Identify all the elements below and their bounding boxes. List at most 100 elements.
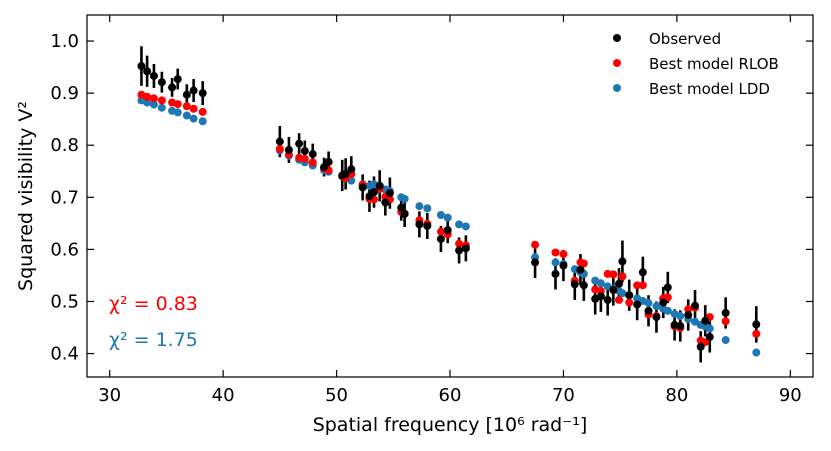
observed-point: [385, 189, 394, 198]
observed-point: [691, 301, 700, 310]
observed-point: [596, 292, 605, 301]
chi2-ldd-annotation: χ² = 1.75: [109, 329, 198, 351]
observed-point: [684, 311, 693, 320]
chi2-rlob-annotation: χ² = 0.83: [109, 293, 198, 315]
ldd-point: [198, 117, 207, 126]
observed-point: [701, 316, 710, 325]
ldd-point: [752, 348, 761, 357]
axis-ticks: 30 40 50 60 70 80 90 0.4 0.5 0.6 0.7 0.8 0.9 1.0: [50, 15, 813, 406]
ldd-point: [705, 324, 714, 333]
ldd-points: [137, 96, 761, 357]
rlob-point: [455, 239, 464, 248]
legend: Observed Best model RLOB Best model LDD: [613, 30, 779, 98]
rlob-point: [663, 293, 672, 302]
legend-label-ldd: Best model LDD: [649, 80, 770, 98]
observed-point: [603, 295, 612, 304]
ldd-point: [182, 111, 191, 120]
observed-point: [676, 321, 685, 330]
observed-point: [182, 90, 191, 99]
rlob-point: [752, 329, 761, 338]
rlob-point: [300, 154, 309, 163]
rlob-point: [275, 144, 284, 153]
observed-point: [625, 291, 634, 300]
ldd-point: [551, 258, 560, 267]
y-tick-label: 0.8: [50, 135, 79, 156]
observed-point: [284, 145, 293, 154]
x-tick-label: 30: [98, 385, 121, 406]
observed-point: [358, 183, 367, 192]
rlob-point: [609, 270, 618, 279]
observed-point: [173, 75, 182, 84]
x-tick-label: 70: [552, 385, 575, 406]
x-tick-label: 40: [212, 385, 235, 406]
observed-point: [443, 226, 452, 235]
observed-point: [436, 234, 445, 243]
ldd-point: [721, 336, 730, 345]
observed-point: [324, 157, 333, 166]
rlob-point: [189, 104, 198, 113]
ldd-point: [618, 289, 627, 298]
ldd-point: [189, 114, 198, 123]
observed-point: [551, 269, 560, 278]
y-tick-label: 0.4: [50, 344, 79, 365]
rlob-point: [198, 107, 207, 116]
observed-point: [275, 137, 284, 146]
legend-label-observed: Observed: [649, 30, 721, 48]
observed-point: [369, 188, 378, 197]
ldd-point: [143, 98, 152, 107]
observed-point: [347, 165, 356, 174]
y-axis-label: Squared visibility V²: [15, 101, 37, 291]
observed-point: [157, 78, 166, 87]
plot-area: [87, 15, 813, 377]
rlob-point: [559, 250, 568, 259]
observed-point: [149, 71, 158, 80]
observed-point: [320, 163, 329, 172]
observed-point: [570, 280, 579, 289]
observed-point: [705, 332, 714, 341]
rlob-point: [531, 240, 540, 249]
observed-point: [397, 203, 406, 212]
observed-point: [295, 139, 304, 148]
rlob-point: [721, 317, 730, 326]
observed-point: [609, 286, 618, 295]
observed-point: [137, 62, 146, 71]
y-tick-label: 0.6: [50, 239, 79, 260]
observed-point: [615, 279, 624, 288]
observed-point: [461, 244, 470, 253]
rlob-point: [684, 305, 693, 314]
rlob-point: [143, 92, 152, 101]
plot-frame: [86, 14, 814, 378]
ldd-point: [596, 279, 605, 288]
ldd-point: [149, 100, 158, 109]
observed-point: [576, 265, 585, 274]
rlob-point: [633, 281, 642, 290]
observed-point: [638, 268, 647, 277]
ldd-point: [423, 204, 432, 213]
observed-point: [696, 342, 705, 351]
observed-point: [400, 209, 409, 218]
observed-point: [341, 169, 350, 178]
ldd-point: [157, 103, 166, 112]
rlob-point: [579, 259, 588, 268]
x-tick-label: 80: [665, 385, 688, 406]
x-tick-label: 60: [439, 385, 462, 406]
ldd-point: [461, 222, 470, 231]
y-tick-label: 1.0: [50, 31, 79, 52]
legend-marker-rlob: [613, 59, 621, 67]
observed-point: [652, 313, 661, 322]
ldd-point: [436, 211, 445, 220]
rlob-point: [308, 158, 317, 167]
y-tick-label: 0.5: [50, 291, 79, 312]
ldd-point: [173, 108, 182, 117]
rlob-point: [618, 272, 627, 281]
observed-point: [189, 86, 198, 95]
observed-point: [455, 246, 464, 255]
observed-points: [137, 62, 761, 351]
observed-point: [198, 89, 207, 98]
observed-point: [559, 261, 568, 270]
observed-point: [663, 283, 672, 292]
observed-point: [644, 306, 653, 315]
observed-point: [300, 146, 309, 155]
observed-point: [659, 298, 668, 307]
